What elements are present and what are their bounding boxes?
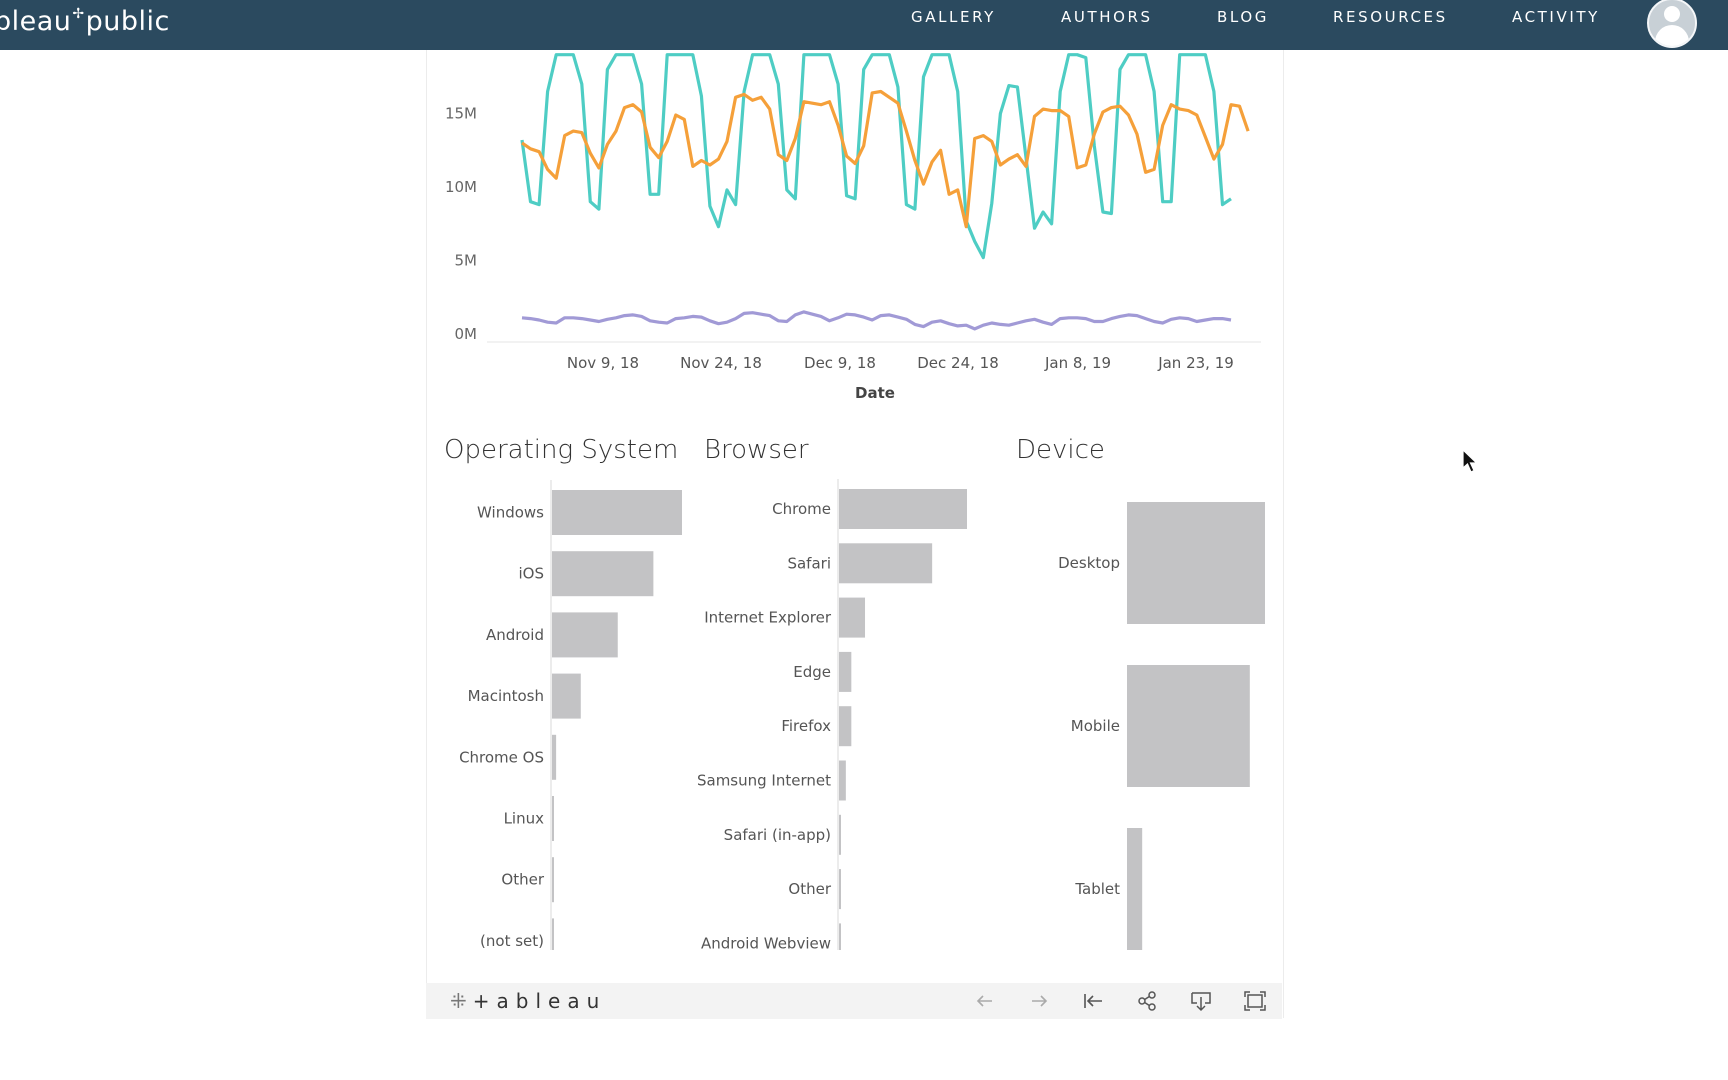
bar-category-label: Windows — [477, 504, 544, 522]
arrow-right-icon — [1032, 995, 1048, 1007]
redo-button[interactable] — [1026, 989, 1052, 1013]
series-line-2 — [521, 89, 1250, 229]
y-tick-label: 5M — [455, 252, 478, 270]
top-navigation-bar: bleau✢public GALLERY AUTHORS BLOG RESOUR… — [0, 0, 1728, 50]
nav-authors-link[interactable]: AUTHORS — [1061, 8, 1153, 26]
bar-mark — [552, 734, 557, 780]
tableau-public-logo[interactable]: bleau✢public — [0, 6, 170, 37]
tableau-toolbar: ⁜ +ableau — [426, 983, 1282, 1019]
bar-mark — [839, 597, 866, 638]
bar-category-label: Samsung Internet — [697, 772, 831, 790]
x-tick-label: Dec 24, 18 — [917, 354, 999, 372]
user-avatar[interactable] — [1647, 0, 1697, 48]
bar-category-label: Android Webview — [701, 934, 831, 950]
logo-text-part2: public — [85, 6, 170, 37]
fullscreen-button[interactable] — [1242, 989, 1268, 1013]
bar-category-label: Chrome OS — [459, 748, 544, 766]
bar-mark — [552, 918, 554, 950]
bar-mark — [552, 551, 654, 597]
browser-bar-chart[interactable]: Chrome Safari Internet Explorer Edge Firefox… — [677, 470, 967, 950]
browser-panel-title: Browser — [704, 435, 809, 465]
tableau-footer-logo[interactable]: ⁜ +ableau — [450, 989, 607, 1013]
bar-mark — [839, 651, 852, 692]
bar-mark — [839, 923, 841, 950]
os-panel-title: Operating System — [444, 435, 679, 465]
bar-mark — [552, 490, 682, 535]
bar-mark — [839, 814, 841, 855]
bar-category-label: Macintosh — [468, 687, 544, 705]
share-icon — [1138, 991, 1156, 1011]
bar-category-label: Linux — [504, 810, 545, 828]
x-tick-label: Dec 9, 18 — [804, 354, 876, 372]
viz-panel: 15M 10M 5M 0M Nov 9, 18 Nov 24, 18 Dec 9, 18 De… — [426, 50, 1284, 1018]
sparkle-icon: ✢ — [72, 6, 85, 22]
bar-category-label: Chrome — [772, 500, 831, 518]
revert-button[interactable] — [1080, 989, 1106, 1013]
bar-category-label: Desktop — [1058, 554, 1120, 572]
x-tick-label: Nov 9, 18 — [567, 354, 639, 372]
download-button[interactable] — [1188, 989, 1214, 1013]
os-bar-chart[interactable]: Windows iOS Android Macintosh Chrome OS Linux… — [427, 470, 682, 950]
bar-category-label: Internet Explorer — [704, 609, 832, 627]
avatar-body-shape — [1655, 25, 1689, 46]
nav-resources-link[interactable]: RESOURCES — [1333, 8, 1448, 26]
bar-category-label: Mobile — [1071, 717, 1120, 735]
bar-mark — [839, 760, 846, 801]
nav-blog-link[interactable]: BLOG — [1217, 8, 1269, 26]
tableau-plus-icon: ⁜ — [450, 989, 467, 1013]
bar-mark — [552, 612, 618, 658]
undo-button[interactable] — [972, 989, 998, 1013]
avatar-head-shape — [1664, 6, 1680, 22]
bar-category-label: Tablet — [1074, 880, 1120, 898]
bar-mark — [1127, 828, 1143, 950]
bar-category-label: (not set) — [480, 932, 544, 950]
nav-gallery-link[interactable]: GALLERY — [911, 8, 996, 26]
y-tick-label: 15M — [445, 105, 477, 123]
x-tick-label: Jan 8, 19 — [1044, 354, 1111, 372]
y-tick-label: 10M — [445, 178, 477, 196]
download-icon — [1191, 992, 1211, 1012]
bar-category-label: Other — [788, 880, 831, 898]
bar-mark — [839, 869, 841, 910]
bar-category-label: Firefox — [781, 717, 831, 735]
bar-category-label: Safari — [787, 554, 831, 572]
bar-mark — [1127, 502, 1265, 624]
bar-mark — [1127, 665, 1250, 787]
share-button[interactable] — [1134, 989, 1160, 1013]
nav-activity-link[interactable]: ACTIVITY — [1512, 8, 1600, 26]
x-tick-label: Nov 24, 18 — [680, 354, 762, 372]
bar-category-label: iOS — [519, 565, 545, 583]
x-axis-title: Date — [855, 384, 895, 402]
bar-category-label: Android — [486, 626, 544, 644]
mouse-cursor-icon — [1462, 449, 1478, 473]
series-line-1 — [520, 53, 1232, 260]
bar-mark — [839, 543, 933, 584]
bar-mark — [552, 673, 581, 719]
bar-mark — [552, 857, 554, 903]
fullscreen-icon — [1244, 991, 1266, 1011]
arrow-left-icon — [976, 995, 992, 1007]
device-panel-title: Device — [1016, 435, 1105, 465]
series-line-3 — [521, 310, 1232, 331]
x-tick-label: Jan 23, 19 — [1157, 354, 1234, 372]
logo-text-part1: bleau — [0, 6, 72, 37]
device-bar-chart[interactable]: Desktop Mobile Tablet — [979, 470, 1279, 950]
bar-category-label: Other — [501, 871, 544, 889]
bar-mark — [839, 489, 967, 529]
bar-mark — [552, 796, 554, 841]
line-chart[interactable]: 15M 10M 5M 0M Nov 9, 18 Nov 24, 18 Dec 9, 18 De… — [427, 50, 1283, 410]
bar-category-label: Edge — [793, 663, 831, 681]
bar-mark — [839, 706, 852, 747]
bar-category-label: Safari (in-app) — [724, 826, 831, 844]
y-tick-label: 0M — [455, 325, 478, 343]
revert-icon — [1084, 994, 1102, 1008]
